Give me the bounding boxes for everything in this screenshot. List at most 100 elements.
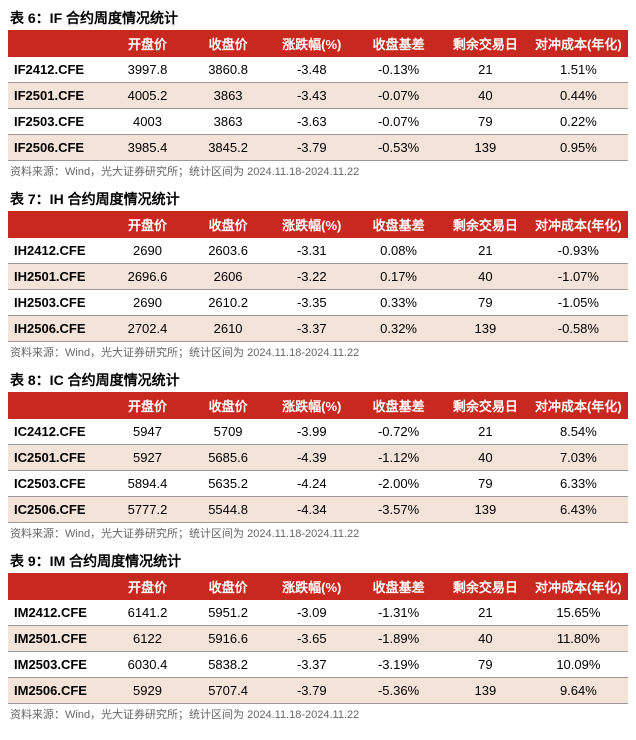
- cell-value: 139: [442, 135, 529, 161]
- cell-value: 2603.6: [188, 238, 269, 264]
- column-header: 对冲成本(年化): [529, 30, 628, 57]
- table-row: IF2501.CFE4005.23863-3.43-0.07%400.44%: [8, 83, 628, 109]
- table-row: IC2412.CFE59475709-3.99-0.72%218.54%: [8, 419, 628, 445]
- cell-value: 3863: [188, 109, 269, 135]
- cell-value: 15.65%: [529, 600, 628, 626]
- cell-value: -0.13%: [355, 57, 442, 83]
- cell-value: 11.80%: [529, 626, 628, 652]
- column-header: 剩余交易日: [442, 30, 529, 57]
- cell-value: 7.03%: [529, 445, 628, 471]
- source-note: 资料来源：Wind，光大证券研究所；统计区间为 2024.11.18-2024.…: [8, 163, 628, 179]
- row-label: IC2501.CFE: [8, 445, 107, 471]
- cell-value: -3.37: [268, 652, 355, 678]
- cell-value: 40: [442, 445, 529, 471]
- cell-value: 2606: [188, 264, 269, 290]
- column-header: 涨跌幅(%): [268, 30, 355, 57]
- cell-value: 9.64%: [529, 678, 628, 704]
- row-label: IF2412.CFE: [8, 57, 107, 83]
- cell-value: 5707.4: [188, 678, 269, 704]
- table-block-2: 表 8：IC 合约周度情况统计开盘价收盘价涨跌幅(%)收盘基差剩余交易日对冲成本…: [8, 370, 628, 541]
- data-table: 开盘价收盘价涨跌幅(%)收盘基差剩余交易日对冲成本(年化)IH2412.CFE2…: [8, 211, 628, 342]
- cell-value: -3.37: [268, 316, 355, 342]
- column-header: [8, 30, 107, 57]
- cell-value: -0.58%: [529, 316, 628, 342]
- cell-value: 40: [442, 264, 529, 290]
- row-label: IM2501.CFE: [8, 626, 107, 652]
- cell-value: -3.99: [268, 419, 355, 445]
- cell-value: 2610: [188, 316, 269, 342]
- cell-value: -3.19%: [355, 652, 442, 678]
- cell-value: 2610.2: [188, 290, 269, 316]
- data-table: 开盘价收盘价涨跌幅(%)收盘基差剩余交易日对冲成本(年化)IC2412.CFE5…: [8, 392, 628, 523]
- cell-value: 5947: [107, 419, 188, 445]
- table-title: 表 7：IH 合约周度情况统计: [8, 189, 628, 209]
- cell-value: 5927: [107, 445, 188, 471]
- cell-value: -3.57%: [355, 497, 442, 523]
- table-row: IH2506.CFE2702.42610-3.370.32%139-0.58%: [8, 316, 628, 342]
- column-header: 开盘价: [107, 573, 188, 600]
- cell-value: 79: [442, 109, 529, 135]
- cell-value: 139: [442, 497, 529, 523]
- cell-value: 5929: [107, 678, 188, 704]
- row-label: IF2503.CFE: [8, 109, 107, 135]
- table-row: IM2506.CFE59295707.4-3.79-5.36%1399.64%: [8, 678, 628, 704]
- cell-value: 40: [442, 83, 529, 109]
- cell-value: 3860.8: [188, 57, 269, 83]
- table-block-1: 表 7：IH 合约周度情况统计开盘价收盘价涨跌幅(%)收盘基差剩余交易日对冲成本…: [8, 189, 628, 360]
- column-header: 收盘价: [188, 211, 269, 238]
- column-header: 开盘价: [107, 211, 188, 238]
- column-header: 对冲成本(年化): [529, 392, 628, 419]
- row-label: IF2506.CFE: [8, 135, 107, 161]
- cell-value: 79: [442, 471, 529, 497]
- cell-value: 6141.2: [107, 600, 188, 626]
- column-header: 剩余交易日: [442, 211, 529, 238]
- cell-value: -3.31: [268, 238, 355, 264]
- cell-value: -0.53%: [355, 135, 442, 161]
- data-table: 开盘价收盘价涨跌幅(%)收盘基差剩余交易日对冲成本(年化)IM2412.CFE6…: [8, 573, 628, 704]
- column-header: [8, 392, 107, 419]
- cell-value: -1.12%: [355, 445, 442, 471]
- column-header: 收盘价: [188, 392, 269, 419]
- cell-value: -3.63: [268, 109, 355, 135]
- table-row: IH2412.CFE26902603.6-3.310.08%21-0.93%: [8, 238, 628, 264]
- cell-value: 21: [442, 419, 529, 445]
- table-title: 表 8：IC 合约周度情况统计: [8, 370, 628, 390]
- cell-value: -3.65: [268, 626, 355, 652]
- cell-value: 5838.2: [188, 652, 269, 678]
- cell-value: -0.93%: [529, 238, 628, 264]
- cell-value: -0.07%: [355, 83, 442, 109]
- cell-value: 5777.2: [107, 497, 188, 523]
- cell-value: 0.44%: [529, 83, 628, 109]
- row-label: IH2501.CFE: [8, 264, 107, 290]
- cell-value: 21: [442, 600, 529, 626]
- cell-value: 0.17%: [355, 264, 442, 290]
- column-header: 涨跌幅(%): [268, 392, 355, 419]
- cell-value: 3863: [188, 83, 269, 109]
- cell-value: 8.54%: [529, 419, 628, 445]
- table-row: IM2501.CFE61225916.6-3.65-1.89%4011.80%: [8, 626, 628, 652]
- table-title: 表 6：IF 合约周度情况统计: [8, 8, 628, 28]
- row-label: IM2412.CFE: [8, 600, 107, 626]
- row-label: IH2503.CFE: [8, 290, 107, 316]
- table-row: IM2503.CFE6030.45838.2-3.37-3.19%7910.09…: [8, 652, 628, 678]
- column-header: 涨跌幅(%): [268, 573, 355, 600]
- cell-value: -1.07%: [529, 264, 628, 290]
- table-title: 表 9：IM 合约周度情况统计: [8, 551, 628, 571]
- cell-value: 0.33%: [355, 290, 442, 316]
- source-note: 资料来源：Wind，光大证券研究所；统计区间为 2024.11.18-2024.…: [8, 525, 628, 541]
- row-label: IH2506.CFE: [8, 316, 107, 342]
- column-header: 收盘价: [188, 30, 269, 57]
- column-header: [8, 573, 107, 600]
- cell-value: -3.09: [268, 600, 355, 626]
- cell-value: 5544.8: [188, 497, 269, 523]
- column-header: 收盘基差: [355, 573, 442, 600]
- cell-value: 5894.4: [107, 471, 188, 497]
- cell-value: 3845.2: [188, 135, 269, 161]
- table-block-0: 表 6：IF 合约周度情况统计开盘价收盘价涨跌幅(%)收盘基差剩余交易日对冲成本…: [8, 8, 628, 179]
- cell-value: -3.48: [268, 57, 355, 83]
- source-note: 资料来源：Wind，光大证券研究所；统计区间为 2024.11.18-2024.…: [8, 344, 628, 360]
- cell-value: 5635.2: [188, 471, 269, 497]
- cell-value: 21: [442, 238, 529, 264]
- column-header: 开盘价: [107, 30, 188, 57]
- cell-value: -3.35: [268, 290, 355, 316]
